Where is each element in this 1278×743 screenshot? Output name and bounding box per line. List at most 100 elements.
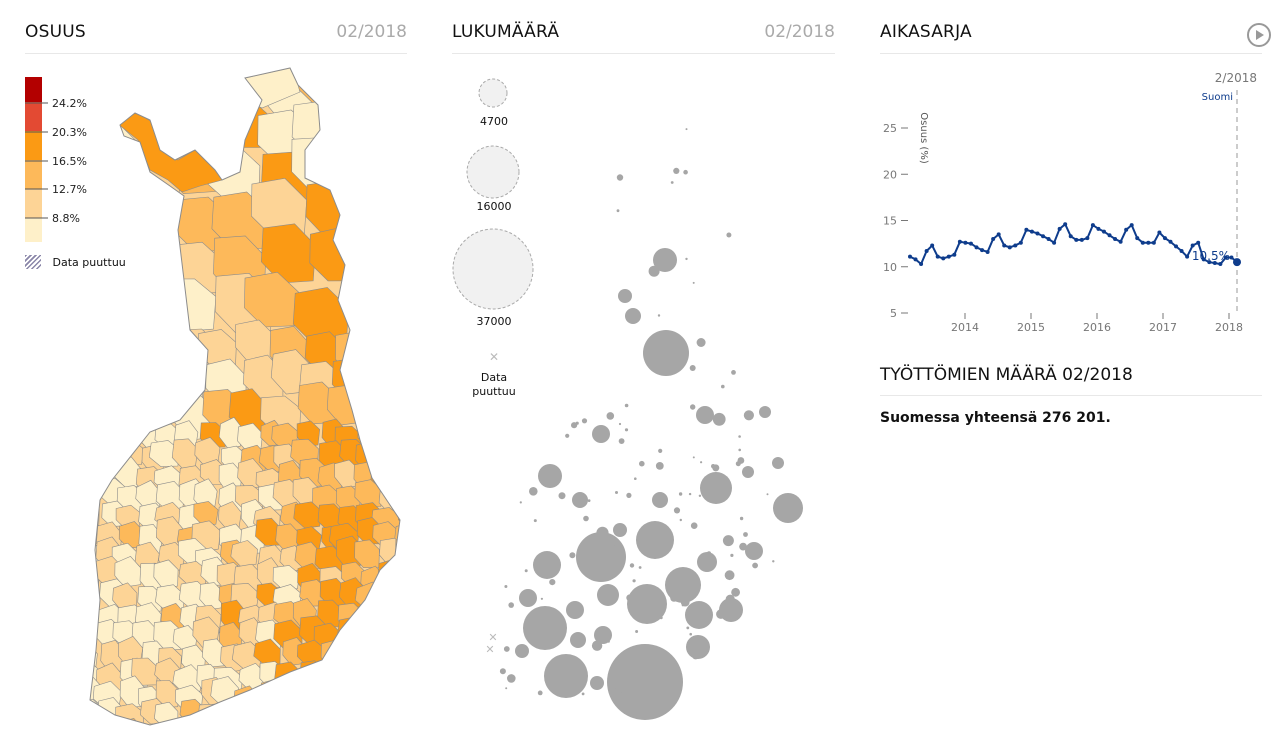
municipality-bubble[interactable] xyxy=(743,410,755,421)
municipality-bubble[interactable] xyxy=(742,466,754,478)
municipality-bubble[interactable] xyxy=(515,644,529,658)
municipality-bubble[interactable] xyxy=(606,412,615,420)
municipality-bubble[interactable] xyxy=(639,460,645,467)
municipality-bubble[interactable] xyxy=(540,597,544,600)
municipality[interactable] xyxy=(354,479,382,508)
municipality-bubble[interactable] xyxy=(673,167,680,174)
municipality-bubble[interactable] xyxy=(716,609,726,619)
municipality-bubble[interactable] xyxy=(576,532,626,582)
municipality-bubble[interactable] xyxy=(670,594,678,602)
municipality-bubble[interactable] xyxy=(601,630,605,635)
municipality-bubble[interactable] xyxy=(609,537,618,546)
municipality-bubble[interactable] xyxy=(652,492,668,508)
municipality[interactable] xyxy=(272,565,300,590)
municipality-bubble[interactable] xyxy=(626,594,634,602)
municipality-bubble[interactable] xyxy=(507,674,516,683)
municipality-bubble[interactable] xyxy=(618,422,622,426)
municipality[interactable] xyxy=(114,556,142,588)
municipality-bubble[interactable] xyxy=(638,566,642,569)
municipality-bubble[interactable] xyxy=(680,597,690,607)
municipality-bubble[interactable] xyxy=(745,542,763,560)
municipality-bubble[interactable] xyxy=(673,507,681,514)
municipality-bubble[interactable] xyxy=(690,522,698,529)
municipality[interactable] xyxy=(155,680,179,709)
municipality[interactable] xyxy=(230,540,258,568)
municipality-bubble[interactable] xyxy=(548,663,551,666)
municipality-bubble[interactable] xyxy=(688,492,692,496)
municipality-bubble[interactable] xyxy=(657,314,661,317)
municipality-bubble[interactable] xyxy=(527,594,531,598)
municipality-bubble[interactable] xyxy=(505,687,508,690)
municipality[interactable] xyxy=(172,664,203,695)
municipality-bubble[interactable] xyxy=(712,412,726,426)
municipality-bubble[interactable] xyxy=(726,232,732,238)
municipality-bubble[interactable] xyxy=(594,626,612,644)
municipality-bubble[interactable] xyxy=(615,491,618,494)
municipality-bubble[interactable] xyxy=(685,601,713,629)
municipality-bubble[interactable] xyxy=(566,601,584,619)
municipality-bubble[interactable] xyxy=(639,662,651,674)
municipality-bubble[interactable] xyxy=(583,515,589,522)
municipality[interactable] xyxy=(148,440,180,468)
municipality-bubble[interactable] xyxy=(565,433,570,438)
municipality-bubble[interactable] xyxy=(731,587,740,597)
municipality-bubble[interactable] xyxy=(537,690,543,696)
municipality-bubble[interactable] xyxy=(700,472,732,504)
municipality-bubble[interactable] xyxy=(616,174,624,181)
municipality-bubble[interactable] xyxy=(659,616,663,620)
municipality-bubble[interactable] xyxy=(739,542,747,551)
municipality-bubble[interactable] xyxy=(581,692,585,696)
municipality-bubble[interactable] xyxy=(519,589,537,607)
municipality-bubble[interactable] xyxy=(693,576,696,579)
municipality[interactable] xyxy=(397,501,426,531)
municipality-bubble[interactable] xyxy=(777,503,784,510)
municipality-bubble[interactable] xyxy=(686,635,710,659)
municipality-bubble[interactable] xyxy=(636,521,674,559)
municipality-bubble[interactable] xyxy=(650,684,654,688)
municipality-bubble[interactable] xyxy=(558,634,564,640)
municipality-bubble[interactable] xyxy=(670,181,674,184)
municipality-bubble[interactable] xyxy=(772,560,775,563)
municipality-bubble[interactable] xyxy=(504,585,508,588)
municipality-bubble[interactable] xyxy=(721,384,725,389)
municipality-bubble[interactable] xyxy=(549,579,556,586)
municipality-bubble[interactable] xyxy=(724,570,735,581)
municipality-bubble[interactable] xyxy=(665,567,701,603)
municipality-bubble[interactable] xyxy=(724,485,730,491)
municipality[interactable] xyxy=(260,223,316,284)
municipality-bubble[interactable] xyxy=(654,543,658,546)
municipality-bubble[interactable] xyxy=(592,563,597,569)
municipality-bubble[interactable] xyxy=(730,553,734,558)
municipality-bubble[interactable] xyxy=(658,448,663,453)
play-button[interactable] xyxy=(1247,23,1271,47)
municipality-bubble[interactable] xyxy=(624,428,629,432)
municipality[interactable] xyxy=(118,717,144,743)
municipality-bubble[interactable] xyxy=(766,493,769,496)
municipality-bubble[interactable] xyxy=(643,330,689,376)
municipality-bubble[interactable] xyxy=(722,535,734,547)
municipality-bubble[interactable] xyxy=(572,492,588,508)
municipality-bubble[interactable] xyxy=(725,594,735,604)
municipality-bubble[interactable] xyxy=(616,209,620,213)
municipality-bubble[interactable] xyxy=(648,265,660,277)
municipality-bubble[interactable] xyxy=(772,457,784,469)
municipality-bubble[interactable] xyxy=(712,464,720,472)
municipality-bubble[interactable] xyxy=(689,365,696,371)
municipality-bubble[interactable] xyxy=(629,563,635,568)
municipality-bubble[interactable] xyxy=(707,551,711,556)
municipality-bubble[interactable] xyxy=(700,461,703,464)
municipality-bubble[interactable] xyxy=(558,492,566,500)
municipality-bubble[interactable] xyxy=(533,551,561,579)
municipality-bubble[interactable] xyxy=(590,676,604,690)
municipality-bubble[interactable] xyxy=(759,406,771,418)
municipality-bubble[interactable] xyxy=(529,487,538,496)
municipality-bubble[interactable] xyxy=(744,472,748,476)
municipality-bubble[interactable] xyxy=(575,660,579,664)
municipality-bubble[interactable] xyxy=(592,425,610,443)
municipality-bubble[interactable] xyxy=(773,493,803,523)
municipality-bubble[interactable] xyxy=(685,592,688,595)
municipality-bubble[interactable] xyxy=(570,686,575,691)
municipality-bubble[interactable] xyxy=(626,492,632,498)
municipality-bubble[interactable] xyxy=(499,668,506,675)
